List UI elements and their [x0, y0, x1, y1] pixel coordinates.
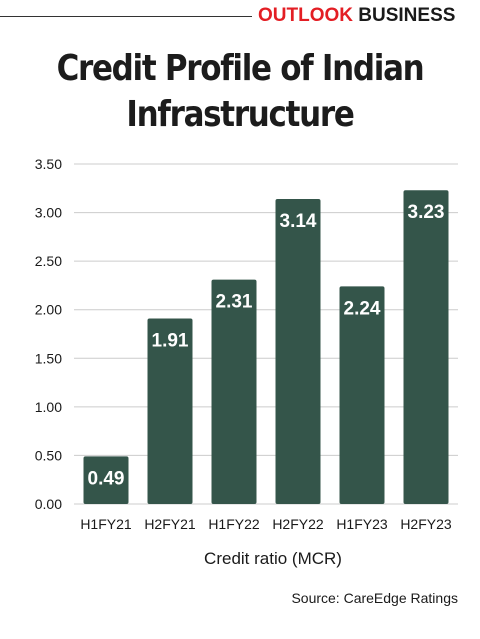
y-tick-label: 2.50 — [35, 253, 62, 269]
chart-title-line1: Credit Profile of Indian — [56, 48, 425, 89]
bar-value-label: 3.14 — [280, 211, 317, 232]
bar-value-label: 1.91 — [152, 330, 189, 351]
brand-logo: OUTLOOK BUSINESS — [258, 5, 472, 27]
y-tick-label: 1.00 — [35, 399, 62, 415]
bar-value-label: 2.31 — [216, 292, 253, 313]
y-tick-label: 3.00 — [35, 205, 62, 221]
y-tick-label: 0.00 — [35, 496, 62, 512]
x-axis-title: Credit ratio (MCR) — [204, 549, 342, 568]
bar — [83, 456, 129, 504]
x-tick-label: H1FY23 — [336, 516, 388, 532]
brand-business: BUSINESS — [358, 5, 456, 26]
bar — [403, 190, 449, 504]
y-tick-label: 3.50 — [35, 156, 62, 172]
x-tick-label: H2FY22 — [272, 516, 324, 532]
x-tick-label: H2FY23 — [400, 516, 452, 532]
bar — [147, 318, 193, 504]
chart-title-line2: Infrastructure — [126, 94, 354, 135]
header-rule — [0, 16, 252, 17]
source-note: Source: CareEdge Ratings — [291, 590, 458, 606]
y-tick-label: 2.00 — [35, 302, 62, 318]
bar — [339, 286, 385, 504]
bar-value-label: 3.23 — [408, 202, 445, 223]
x-tick-label: H1FY22 — [208, 516, 260, 532]
brand-outlook: OUTLOOK — [258, 5, 353, 26]
chart-title: Credit Profile of Indian Infrastructure — [34, 46, 447, 138]
x-tick-label: H1FY21 — [80, 516, 132, 532]
bar-value-label: 2.24 — [344, 298, 381, 319]
bar — [275, 198, 321, 504]
y-tick-label: 1.50 — [35, 350, 62, 366]
bar — [211, 279, 257, 504]
y-tick-label: 0.50 — [35, 447, 62, 463]
x-tick-label: H2FY21 — [144, 516, 196, 532]
bar-value-label: 0.49 — [88, 468, 125, 489]
